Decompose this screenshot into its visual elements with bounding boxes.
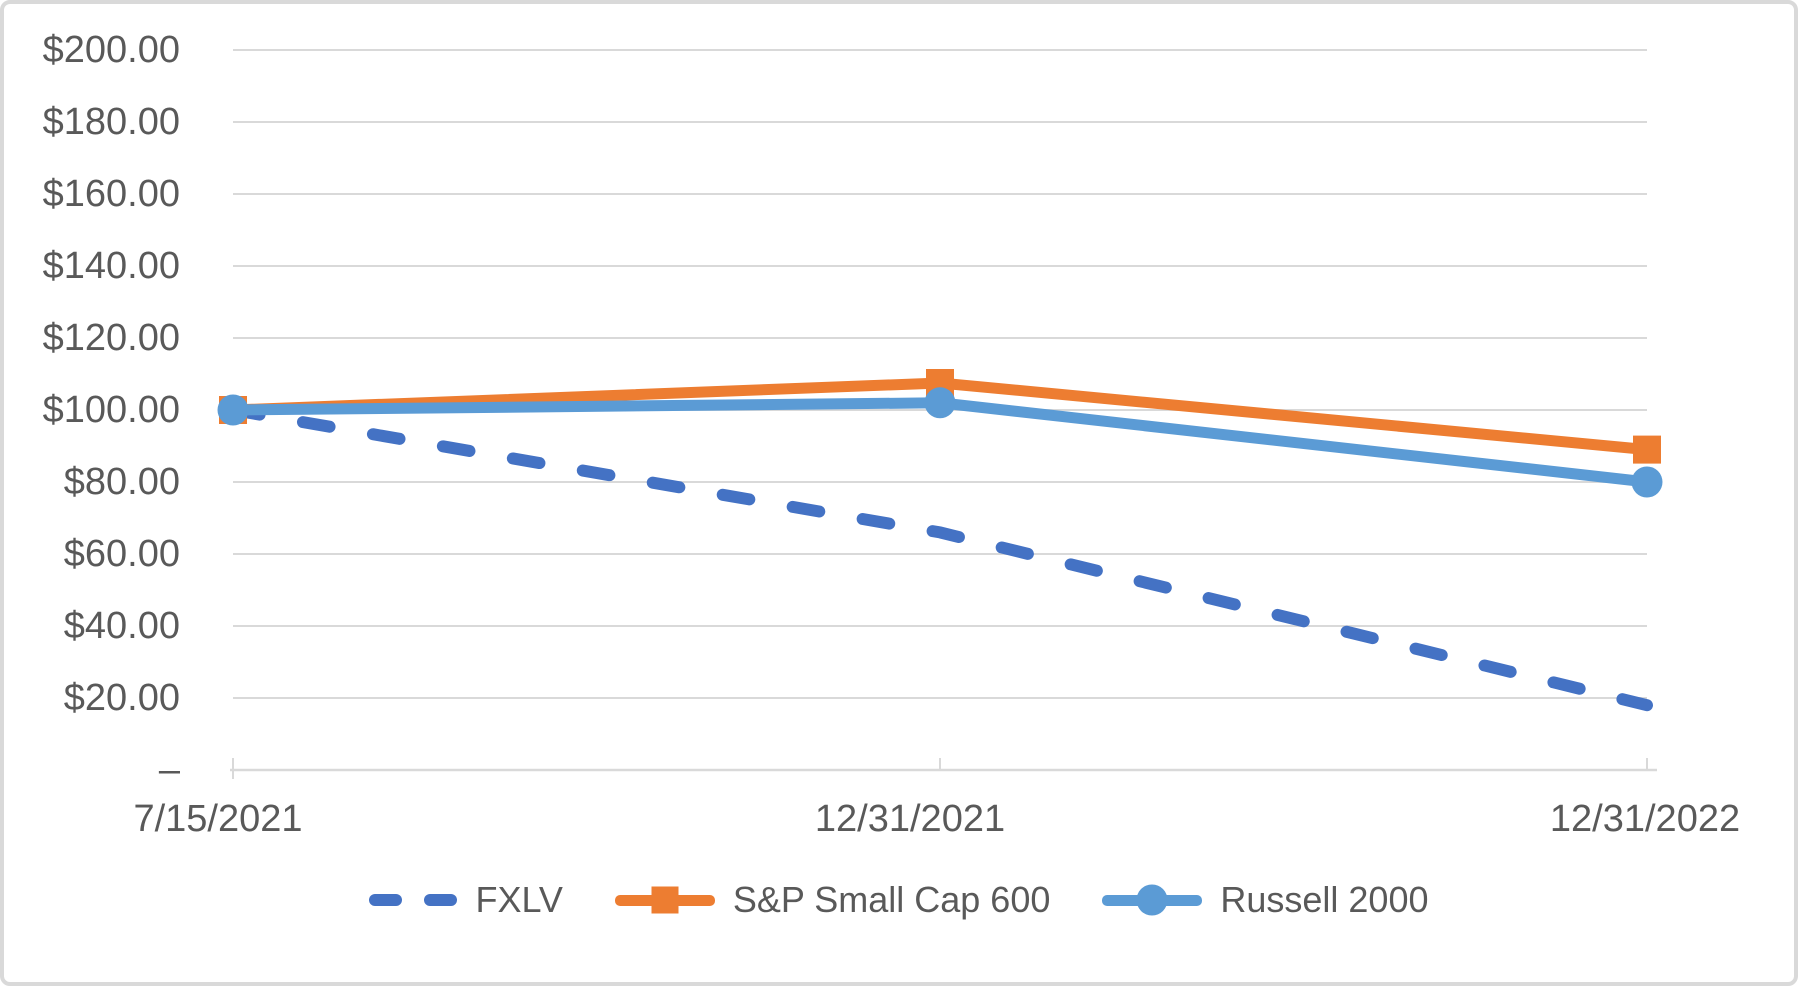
circle-marker-line-icon bbox=[1102, 884, 1203, 916]
legend: FXLV S&P Small Cap 600 Russell 2000 bbox=[0, 882, 1798, 918]
series-line-fxlv bbox=[227, 404, 1653, 712]
legend-label: Russell 2000 bbox=[1220, 879, 1429, 920]
marker-circle-russell-2000 bbox=[924, 387, 956, 419]
legend-item-russell-2000[interactable]: Russell 2000 bbox=[1102, 879, 1429, 920]
dashed-line-icon bbox=[369, 884, 458, 916]
square-marker-line-icon bbox=[614, 884, 715, 916]
legend-label: FXLV bbox=[475, 879, 563, 920]
legend-item-sp-small-cap-600[interactable]: S&P Small Cap 600 bbox=[614, 879, 1051, 920]
marker-square-s-p-small-cap-600 bbox=[1633, 435, 1661, 464]
marker-circle-russell-2000 bbox=[217, 394, 249, 426]
legend-label: S&P Small Cap 600 bbox=[732, 879, 1051, 920]
marker-circle-russell-2000 bbox=[1631, 466, 1663, 498]
legend-item-fxlv[interactable]: FXLV bbox=[369, 879, 563, 920]
